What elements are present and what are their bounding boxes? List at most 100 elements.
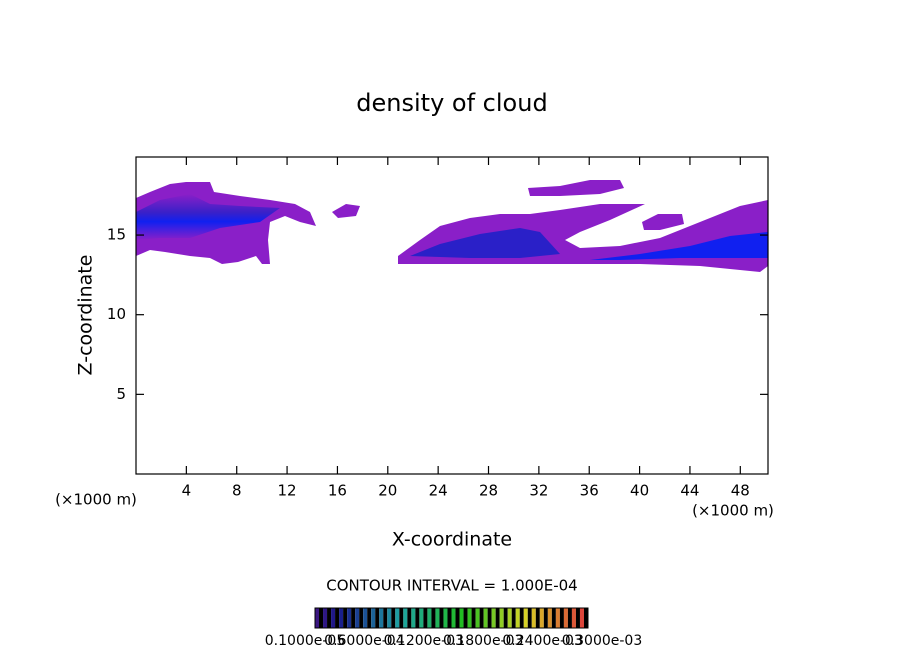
colorbar-stripe	[379, 608, 384, 628]
colorbar-stripe	[507, 608, 512, 628]
colorbar-stripe	[407, 608, 412, 628]
colorbar-stripe	[547, 608, 552, 628]
colorbar-stripe	[439, 608, 444, 628]
colorbar-stripe	[563, 608, 568, 628]
colorbar-stripe	[331, 608, 336, 628]
colorbar-stripe	[395, 608, 400, 628]
x-tick-label: 28	[479, 482, 498, 500]
y-axis-label: Z-coordinate	[75, 255, 97, 376]
colorbar-stripe	[539, 608, 544, 628]
colorbar-stripe	[531, 608, 536, 628]
x-tick-label: 40	[630, 482, 649, 500]
colorbar-stripe	[371, 608, 376, 628]
colorbar-stripe	[403, 608, 408, 628]
colorbar-label: 0.3000e-03	[562, 633, 642, 649]
colorbar-label: 0.6000e-04	[324, 633, 405, 649]
y-unit: (×1000 m)	[692, 502, 774, 520]
contour-note: CONTOUR INTERVAL = 1.000E-04	[326, 577, 577, 595]
colorbar-stripe	[535, 608, 540, 628]
colorbar-stripe	[495, 608, 500, 628]
colorbar-stripe	[363, 608, 368, 628]
x-axis-label: X-coordinate	[392, 529, 512, 551]
x-tick-label: 48	[731, 482, 750, 500]
colorbar-stripe	[499, 608, 504, 628]
colorbar-stripe	[423, 608, 428, 628]
colorbar-stripe	[567, 608, 572, 628]
colorbar-stripe	[555, 608, 560, 628]
x-tick-label: 20	[378, 482, 397, 500]
x-tick-label: 8	[232, 482, 242, 500]
colorbar-stripe	[579, 608, 584, 628]
colorbar-stripe	[435, 608, 440, 628]
colorbar-stripe	[343, 608, 348, 628]
colorbar-stripe	[459, 608, 464, 628]
colorbar-stripe	[315, 608, 320, 628]
colorbar-stripe	[427, 608, 432, 628]
colorbar-stripe	[543, 608, 548, 628]
plot-frame	[135, 156, 769, 475]
colorbar-stripe	[471, 608, 476, 628]
chart-title: density of cloud	[356, 89, 547, 117]
colorbar-stripe	[467, 608, 472, 628]
colorbar-stripe	[447, 608, 452, 628]
colorbar-stripe	[491, 608, 496, 628]
colorbar-stripe	[355, 608, 360, 628]
x-tick-label: 12	[278, 482, 297, 500]
colorbar-stripe	[575, 608, 580, 628]
colorbar-stripe	[335, 608, 340, 628]
x-tick-label: 24	[429, 482, 448, 500]
colorbar-stripe	[351, 608, 356, 628]
colorbar-label: 0.2400e-03	[502, 633, 582, 649]
colorbar-stripe	[583, 608, 588, 628]
colorbar-stripe	[483, 608, 488, 628]
colorbar-stripe	[339, 608, 344, 628]
colorbar-stripe	[515, 608, 520, 628]
x-tick-label: 44	[680, 482, 699, 500]
colorbar-stripe	[415, 608, 420, 628]
x-tick-label: 16	[328, 482, 347, 500]
colorbar-stripe	[503, 608, 508, 628]
colorbar-stripe	[527, 608, 532, 628]
colorbar-stripe	[475, 608, 480, 628]
colorbar-stripe	[511, 608, 516, 628]
colorbar-stripe	[431, 608, 436, 628]
colorbar-label: 0.1000e-05	[265, 633, 345, 649]
colorbar-stripe	[551, 608, 556, 628]
colorbar-stripe	[387, 608, 392, 628]
x-tick-label: 4	[182, 482, 192, 500]
colorbar-stripe	[559, 608, 564, 628]
colorbar-stripe	[451, 608, 456, 628]
colorbar-stripe	[375, 608, 380, 628]
colorbar-stripe	[571, 608, 576, 628]
colorbar-stripe	[319, 608, 324, 628]
colorbar-stripe	[479, 608, 484, 628]
colorbar-stripe	[419, 608, 424, 628]
colorbar-stripe	[455, 608, 460, 628]
colorbar-stripe	[523, 608, 528, 628]
colorbar-label: 0.1200e-03	[384, 633, 464, 649]
x-tick-label: 36	[580, 482, 599, 500]
colorbar-stripe	[411, 608, 416, 628]
colorbar-label: 0.1800e-03	[443, 633, 523, 649]
colorbar	[315, 608, 588, 628]
colorbar-stripe	[443, 608, 448, 628]
cloud-field	[136, 180, 768, 272]
colorbar-stripe	[391, 608, 396, 628]
colorbar-stripe	[519, 608, 524, 628]
colorbar-stripe	[359, 608, 364, 628]
x-unit: (×1000 m)	[55, 491, 137, 509]
colorbar-stripe	[463, 608, 468, 628]
colorbar-stripe	[487, 608, 492, 628]
y-tick-label: 10	[107, 305, 126, 323]
y-tick-label: 15	[107, 226, 126, 244]
colorbar-stripe	[399, 608, 404, 628]
colorbar-stripe	[383, 608, 388, 628]
colorbar-stripe	[347, 608, 352, 628]
colorbar-frame	[314, 607, 589, 629]
x-tick-label: 32	[529, 482, 548, 500]
colorbar-stripe	[323, 608, 328, 628]
y-tick-label: 5	[116, 385, 126, 403]
colorbar-stripe	[327, 608, 332, 628]
colorbar-stripe	[367, 608, 372, 628]
